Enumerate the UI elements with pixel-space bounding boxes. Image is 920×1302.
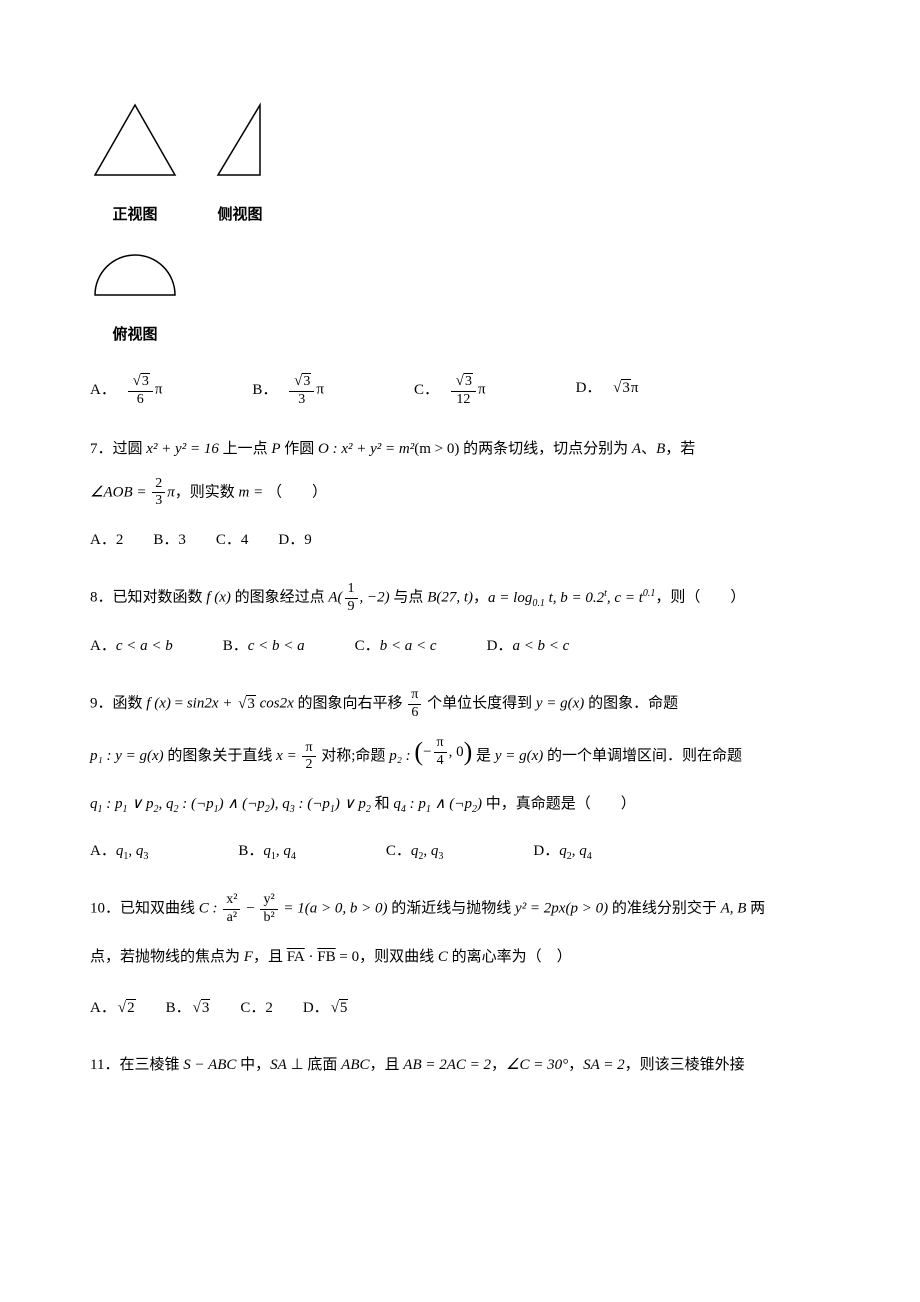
q9-opt-b: B．q1, q4	[238, 835, 296, 868]
q10-stem-2: 点，若抛物线的焦点为 F，且 FA · FB = 0，则双曲线 C 的离心率为（…	[90, 941, 860, 974]
question-10: 10．已知双曲线 C : x²a² − y²b² = 1(a > 0, b > …	[90, 892, 860, 1025]
option-c: C． 312π	[414, 372, 486, 409]
front-view-block: 正视图	[90, 100, 180, 232]
top-view-block: 俯视图	[90, 250, 180, 352]
q9-options: A．q1, q3 B．q1, q4 C．q2, q3 D．q2, q4	[90, 835, 860, 868]
q7-opt-d: D．9	[278, 524, 311, 557]
question-8: 8．已知对数函数 f (x) 的图象经过点 A(19, −2) 与点 B(27,…	[90, 581, 860, 663]
q7-opt-b: B．3	[153, 524, 186, 557]
q11-stem: 11．在三棱锥 S − ABC 中，SA ⊥ 底面 ABC，且 AB = 2AC…	[90, 1049, 860, 1082]
q10-stem-1: 10．已知双曲线 C : x²a² − y²b² = 1(a > 0, b > …	[90, 892, 860, 927]
q8-options: A．c < a < b B．c < b < a C．b < a < c D．a …	[90, 630, 860, 663]
option-b: B． 33π	[252, 372, 324, 409]
q8-opt-a: A．c < a < b	[90, 630, 173, 663]
q9-stem-2: p₁ : y = g(x) 的图象关于直线 x = π2 对称;命题 p₂ : …	[90, 735, 860, 774]
q7-options: A．2 B．3 C．4 D．9	[90, 524, 860, 557]
q7-opt-c: C．4	[216, 524, 249, 557]
q8-opt-d: D．a < b < c	[487, 630, 570, 663]
q7-opt-a: A．2	[90, 524, 123, 557]
q7-stem: 7．过圆 x² + y² = 16 上一点 P 作圆 O : x² + y² =…	[90, 433, 860, 466]
question-11: 11．在三棱锥 S − ABC 中，SA ⊥ 底面 ABC，且 AB = 2AC…	[90, 1049, 860, 1082]
front-view-label: 正视图	[90, 199, 180, 232]
option-d: D． 3π	[576, 372, 639, 409]
q10-opt-a: A．2	[90, 992, 136, 1025]
q9-opt-c: C．q2, q3	[386, 835, 444, 868]
question-7: 7．过圆 x² + y² = 16 上一点 P 作圆 O : x² + y² =…	[90, 433, 860, 558]
q9-opt-a: A．q1, q3	[90, 835, 148, 868]
q8-opt-c: C．b < a < c	[355, 630, 437, 663]
figure-row-1: 正视图 侧视图	[90, 100, 860, 232]
question-9: 9．函数 f (x) = sin2x + 3 cos2x 的图象向右平移 π6 …	[90, 687, 860, 868]
triangle-side-icon	[210, 100, 270, 180]
side-view-label: 侧视图	[210, 199, 270, 232]
semicircle-top-icon	[90, 250, 180, 300]
side-view-block: 侧视图	[210, 100, 270, 232]
three-view-figures: 正视图 侧视图 俯视图	[90, 100, 860, 352]
q6-options: A． 36π B． 33π C． 312π D． 3π	[90, 372, 860, 409]
top-view-label: 俯视图	[90, 319, 180, 352]
triangle-front-icon	[90, 100, 180, 180]
q7-stem-2: ∠AOB = 23π，则实数 m = （ ）	[90, 476, 860, 511]
q8-stem: 8．已知对数函数 f (x) 的图象经过点 A(19, −2) 与点 B(27,…	[90, 581, 860, 616]
q10-opt-b: B．3	[166, 992, 211, 1025]
q9-stem-3: q1 : p1 ∨ p2, q2 : (¬p1) ∧ (¬p2), q3 : (…	[90, 788, 860, 821]
q8-opt-b: B．c < b < a	[223, 630, 305, 663]
q10-opt-d: D．5	[303, 992, 349, 1025]
option-a: A． 36π	[90, 372, 162, 409]
q9-stem-1: 9．函数 f (x) = sin2x + 3 cos2x 的图象向右平移 π6 …	[90, 687, 860, 722]
q10-opt-c: C．2	[240, 992, 273, 1025]
q10-options: A．2 B．3 C．2 D．5	[90, 992, 860, 1025]
q9-opt-d: D．q2, q4	[533, 835, 591, 868]
